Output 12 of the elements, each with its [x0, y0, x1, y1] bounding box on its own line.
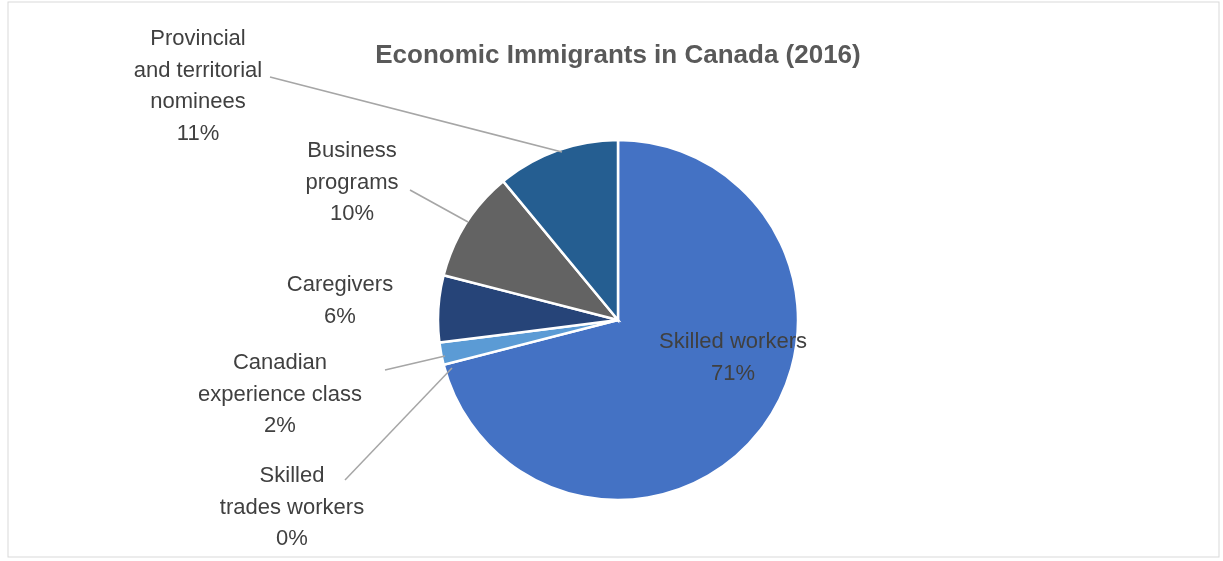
data-label: 71% [710, 359, 756, 385]
slice-label: Provincial and territorial nominees [133, 25, 263, 113]
slice-label: Caregivers [286, 271, 394, 296]
chart-title: Economic Immigrants in Canada (2016) [375, 39, 861, 69]
text: 0% [276, 525, 308, 550]
data-label: 6% [324, 302, 356, 328]
category-label: Skilled trades workers [219, 462, 365, 519]
data-label: 2% [264, 412, 296, 437]
slice-label: Business programs [305, 137, 399, 194]
data-label: 11% [176, 119, 220, 145]
data-label: 10% [329, 200, 375, 225]
slice-label: Canadian experience class [198, 349, 362, 406]
